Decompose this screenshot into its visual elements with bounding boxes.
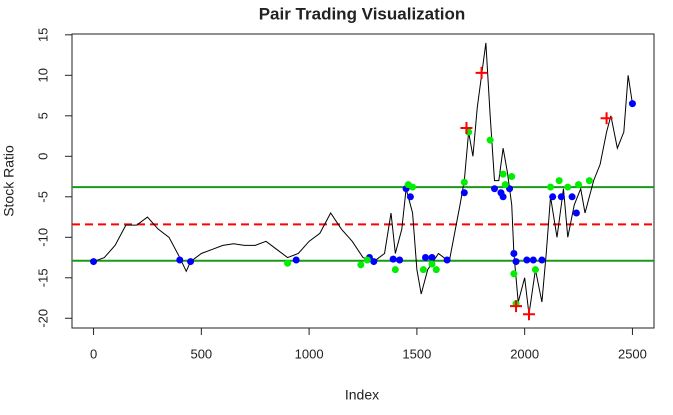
point-marker (549, 193, 557, 201)
y-axis-label: Stock Ratio (1, 145, 17, 217)
x-tick-label: 1000 (295, 346, 324, 361)
x-tick-label: 2000 (510, 346, 539, 361)
point-marker (391, 266, 399, 274)
x-tick-label: 0 (90, 346, 97, 361)
x-tick-label: 500 (190, 346, 212, 361)
point-marker (357, 261, 365, 269)
point-marker (512, 258, 520, 266)
point-marker (90, 258, 98, 266)
point-marker (547, 183, 555, 191)
point-marker (460, 178, 468, 186)
point-marker (572, 209, 580, 217)
x-axis-label: Index (345, 387, 379, 403)
point-marker (432, 266, 440, 274)
point-marker (538, 256, 546, 264)
point-marker (176, 256, 184, 264)
y-tick-label: -20 (35, 309, 50, 328)
point-marker (575, 181, 583, 189)
point-marker (555, 177, 563, 185)
signal-marker (475, 66, 488, 79)
point-marker (568, 193, 576, 201)
point-marker (585, 177, 593, 185)
point-marker (490, 185, 498, 193)
point-marker (531, 266, 539, 274)
point-marker (363, 256, 371, 264)
y-tick-label: -10 (35, 228, 50, 247)
y-tick-label: 10 (35, 68, 50, 82)
point-marker (370, 258, 378, 266)
point-marker (187, 258, 195, 266)
signal-marker (522, 308, 535, 321)
point-marker (523, 256, 531, 264)
plot-frame (71, 33, 655, 329)
point-marker (460, 189, 468, 197)
signal-marker (510, 300, 523, 313)
y-tick-label: -15 (35, 268, 50, 287)
point-marker (396, 256, 404, 264)
point-marker (557, 193, 565, 201)
point-marker (499, 193, 507, 201)
x-tick-label: 1500 (402, 346, 431, 361)
point-marker (510, 270, 518, 278)
y-tick-label: 5 (35, 112, 50, 119)
point-marker (419, 266, 427, 274)
point-marker (564, 183, 572, 191)
point-marker (486, 136, 494, 144)
point-marker (389, 255, 397, 263)
point-marker (501, 181, 509, 189)
point-marker (529, 256, 537, 264)
y-tick-label: 0 (35, 153, 50, 160)
signal-marker (600, 112, 613, 125)
point-marker (406, 193, 414, 201)
point-marker (409, 183, 417, 191)
point-marker (510, 249, 518, 257)
chart-title: Pair Trading Visualization (259, 4, 466, 23)
signal-marker (460, 121, 473, 134)
point-marker (422, 254, 430, 262)
point-marker (292, 256, 300, 264)
point-marker (499, 170, 507, 178)
point-marker (443, 256, 451, 264)
ratio-line (93, 42, 633, 315)
point-marker (628, 100, 636, 108)
point-marker (284, 259, 292, 267)
point-marker (428, 260, 436, 268)
point-marker (428, 254, 436, 262)
y-tick-label: -5 (35, 191, 50, 203)
point-marker (508, 173, 516, 181)
y-tick-label: 15 (35, 28, 50, 42)
x-tick-label: 2500 (618, 346, 647, 361)
